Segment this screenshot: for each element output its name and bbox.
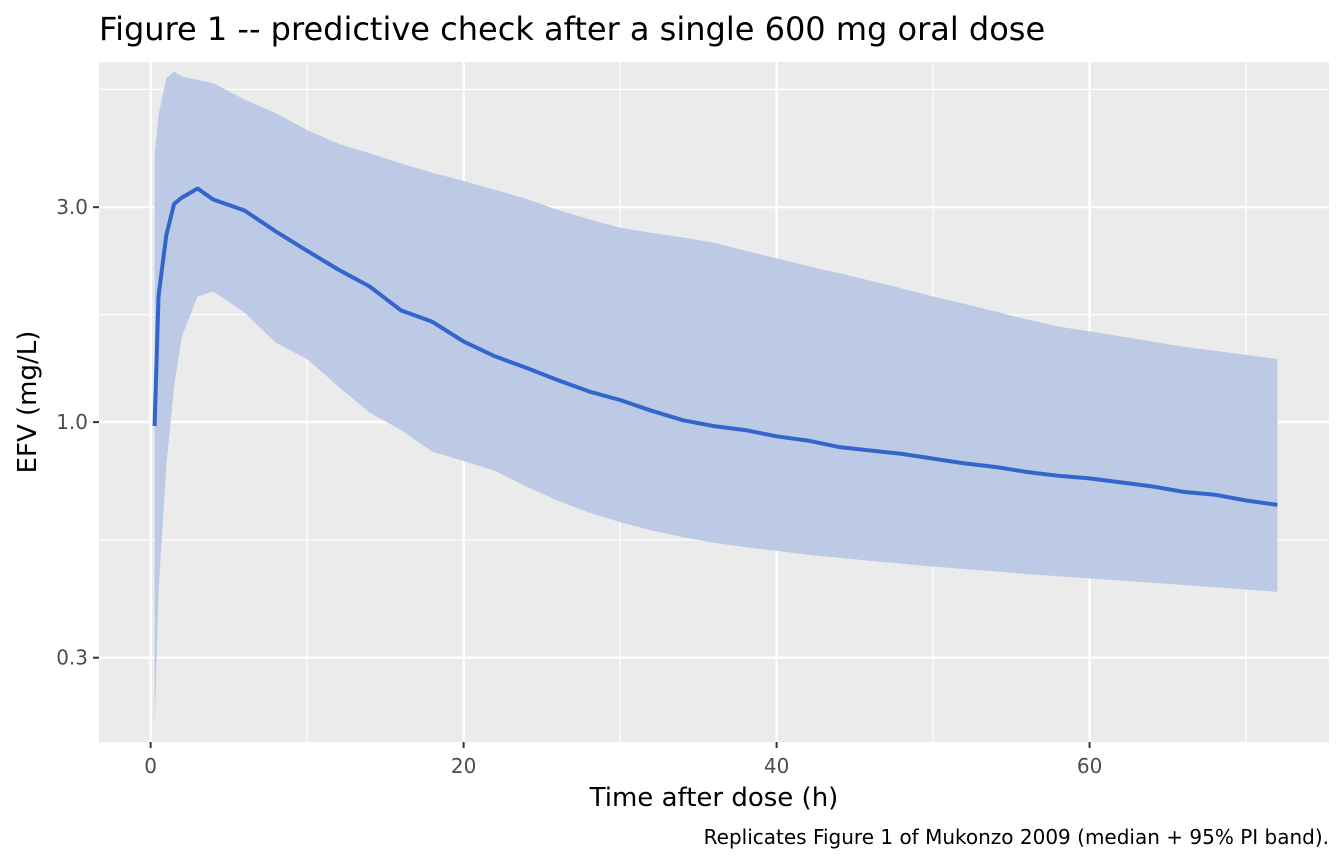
x-tick-label: 0 xyxy=(144,754,157,778)
x-tick-label: 20 xyxy=(451,754,476,778)
x-axis-title: Time after dose (h) xyxy=(589,783,839,813)
y-axis-title: EFV (mg/L) xyxy=(13,331,43,474)
y-axis: 0.3 1.0 3.0 xyxy=(56,195,99,670)
y-tick-label: 1.0 xyxy=(56,410,88,434)
x-axis: 0 20 40 60 xyxy=(144,742,1102,778)
prediction-interval-band xyxy=(154,71,1278,728)
median-line xyxy=(152,186,1278,507)
x-tick-label: 60 xyxy=(1077,754,1102,778)
y-tick-label: 0.3 xyxy=(56,646,88,670)
chart-title: Figure 1 -- predictive check after a sin… xyxy=(99,10,1045,48)
chart-caption: Replicates Figure 1 of Mukonzo 2009 (med… xyxy=(704,825,1329,849)
x-tick-label: 40 xyxy=(764,754,789,778)
y-tick-label: 3.0 xyxy=(56,195,88,219)
